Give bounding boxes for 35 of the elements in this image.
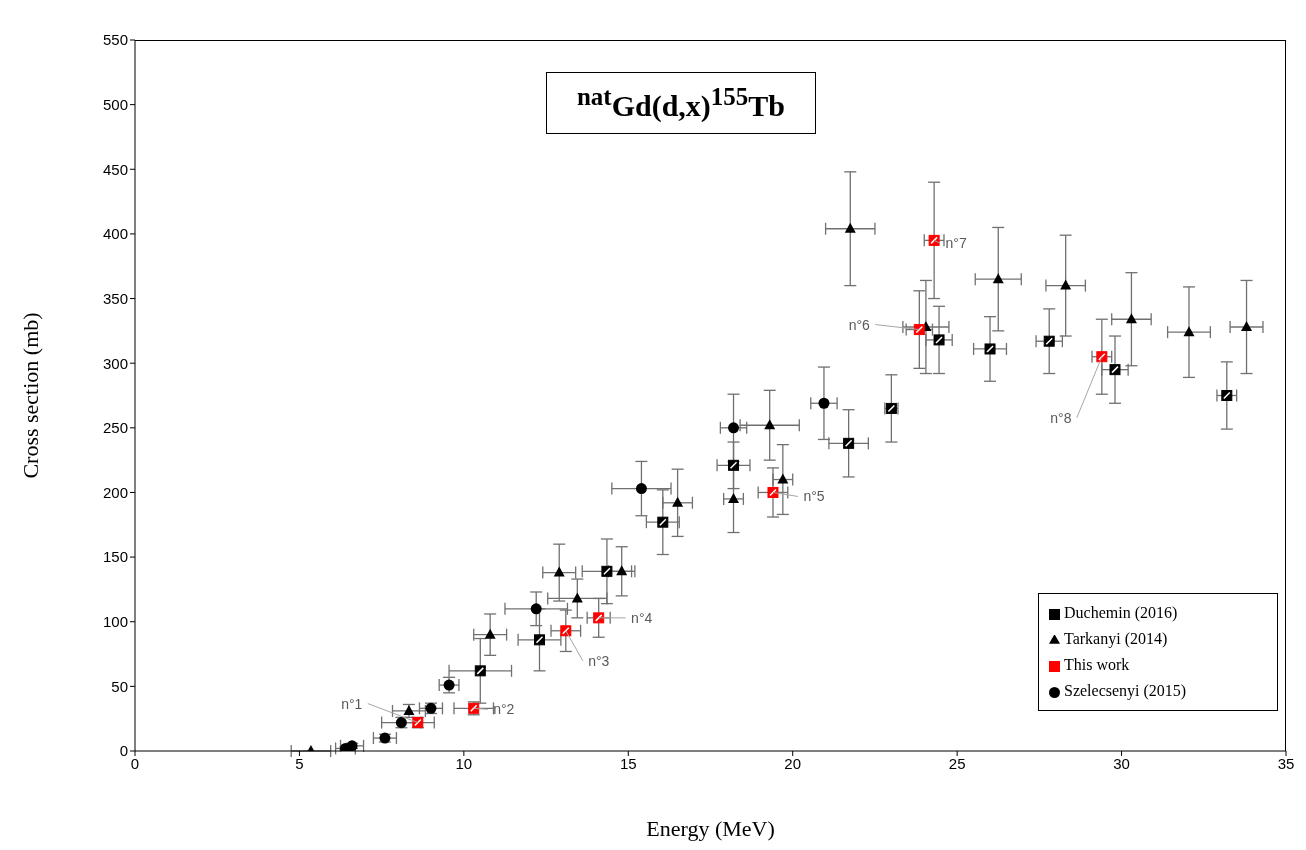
x-tick-label: 10: [455, 754, 473, 772]
annotation: n°7: [945, 235, 967, 252]
annotation: n°1: [341, 695, 363, 712]
legend-label: This work: [1064, 656, 1130, 673]
y-tick-label: 100: [102, 613, 128, 631]
legend-label: Duchemin (2016): [1064, 604, 1178, 621]
y-tick-label: 150: [102, 548, 128, 566]
annotation: n°5: [803, 488, 825, 505]
annotation: n°3: [588, 652, 610, 669]
annotation: n°8: [1050, 409, 1072, 426]
y-tick-label: 400: [102, 225, 128, 243]
y-tick-label: 350: [102, 289, 128, 307]
x-tick-label: 20: [784, 754, 802, 772]
legend-label: Tarkanyi (2014): [1064, 630, 1168, 647]
x-tick-label: 0: [130, 754, 140, 772]
y-tick-label: 450: [102, 160, 128, 178]
y-tick-label: 200: [102, 483, 128, 501]
y-tick-label: 0: [119, 742, 128, 760]
legend-label: Szelecsenyi (2015): [1064, 682, 1187, 699]
x-tick-label: 30: [1113, 754, 1130, 772]
y-tick-label: 550: [102, 31, 128, 49]
y-tick-label: 300: [102, 354, 128, 372]
text: $^{nat}$Gd(d,x)$^{155}$Tb: [576, 83, 786, 123]
annotation: n°4: [631, 609, 653, 626]
x-tick-label: 5: [295, 754, 304, 772]
y-tick-label: 500: [102, 95, 128, 113]
x-tick-label: 25: [948, 754, 966, 772]
annotation: n°2: [493, 701, 515, 718]
y-tick-label: 50: [111, 677, 128, 695]
y-axis-title: Cross section (mb): [17, 312, 43, 479]
x-tick-label: 35: [1277, 754, 1295, 772]
x-tick-label: 15: [619, 754, 637, 772]
annotation: n°6: [848, 316, 871, 333]
y-tick-label: 250: [102, 419, 128, 437]
x-axis-title: Energy (MeV): [646, 816, 775, 841]
